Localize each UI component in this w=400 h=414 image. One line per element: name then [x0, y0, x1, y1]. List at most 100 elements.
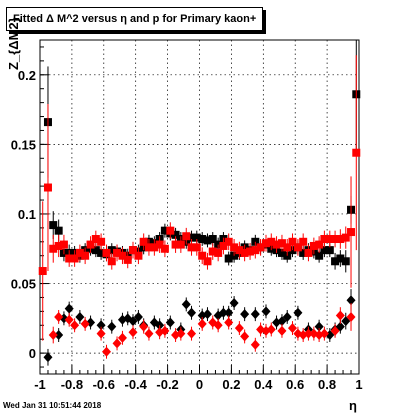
data-point-square: [187, 233, 196, 242]
data-point-diamond: [277, 325, 287, 336]
data-point-diamond: [96, 320, 106, 331]
data-point-square: [336, 254, 345, 263]
plot-title: Fitted Δ M^2 versus η and p for Primary …: [6, 7, 264, 31]
data-point-square: [155, 240, 164, 249]
data-point-square: [107, 257, 116, 266]
data-point-square: [187, 243, 196, 252]
data-point-square: [277, 239, 286, 248]
data-point-square: [208, 235, 217, 244]
data-point-square: [315, 240, 324, 249]
data-point-square: [251, 246, 260, 255]
data-point-square: [331, 235, 340, 244]
data-point-square: [272, 240, 281, 249]
data-point-diamond: [319, 328, 329, 339]
data-point-diamond: [54, 311, 64, 322]
data-point-diamond: [80, 318, 90, 329]
data-point-diamond: [346, 311, 356, 322]
data-point-diamond: [266, 324, 276, 335]
data-point-square: [320, 235, 329, 244]
data-point-diamond: [250, 339, 260, 350]
data-point-diamond: [314, 321, 324, 332]
data-point-diamond: [224, 307, 234, 318]
data-point-square: [304, 248, 313, 257]
data-point-diamond: [234, 323, 244, 334]
x-tick-label: 0.8: [318, 377, 336, 392]
data-point-square: [182, 232, 191, 241]
data-point-diamond: [70, 320, 80, 331]
x-axis-label: η: [349, 398, 357, 413]
data-point-square: [219, 241, 228, 250]
data-point-square: [208, 247, 217, 256]
data-point-diamond: [293, 307, 303, 318]
data-point-diamond: [341, 316, 351, 327]
data-point-square: [192, 243, 201, 252]
data-point-diamond: [165, 317, 175, 328]
data-point-square: [203, 257, 212, 266]
data-point-square: [86, 240, 95, 249]
y-axis-label-text: Z_{ΔM2}: [6, 17, 21, 70]
y-tick-label: 0.2: [18, 68, 36, 83]
data-point-square: [331, 257, 340, 266]
data-point-diamond: [218, 307, 228, 318]
data-point-square: [299, 237, 308, 246]
data-point-square: [160, 244, 169, 253]
data-point-square: [235, 246, 244, 255]
x-tick-label: -0.8: [61, 377, 83, 392]
data-point-diamond: [107, 321, 117, 332]
data-point-square: [320, 246, 329, 255]
data-point-square: [107, 246, 116, 255]
data-point-square: [102, 248, 111, 257]
y-tick-label: 0.1: [18, 207, 36, 222]
data-point-square: [59, 240, 68, 249]
data-point-diamond: [75, 311, 85, 322]
data-point-square: [38, 267, 47, 276]
data-point-diamond: [54, 330, 64, 341]
data-point-square: [128, 246, 137, 255]
data-point-square: [240, 248, 249, 257]
data-point-diamond: [139, 321, 149, 332]
data-point-square: [352, 148, 361, 157]
data-point-square: [230, 243, 239, 252]
y-tick-label: 0.05: [11, 277, 36, 292]
data-point-diamond: [102, 346, 112, 357]
data-point-square: [171, 230, 180, 239]
data-point-square: [171, 240, 180, 249]
data-point-square: [214, 248, 223, 257]
data-point-square: [336, 235, 345, 244]
data-point-square: [134, 251, 143, 260]
data-point-diamond: [277, 316, 287, 327]
data-point-square: [150, 243, 159, 252]
data-point-square: [224, 237, 233, 246]
data-point-diamond: [330, 325, 340, 336]
data-point-square: [123, 255, 132, 264]
data-point-square: [288, 237, 297, 246]
data-point-diamond: [181, 299, 191, 310]
x-tick-label: 0.6: [286, 377, 304, 392]
x-tick-label: -0.6: [93, 377, 115, 392]
data-point-square: [347, 228, 356, 237]
data-point-diamond: [202, 309, 212, 320]
data-point-diamond: [335, 310, 345, 321]
y-tick-label: 0: [29, 346, 36, 361]
data-point-square: [113, 248, 122, 257]
data-point-diamond: [133, 311, 143, 322]
y-axis-label: Z_{ΔM2}: [6, 17, 21, 70]
data-point-diamond: [282, 311, 292, 322]
timestamp: Wed Jan 31 10:51:44 2018: [3, 401, 102, 410]
data-point-diamond: [197, 318, 207, 329]
x-tick-label: 0.2: [222, 377, 240, 392]
data-point-square: [299, 248, 308, 257]
data-point-diamond: [96, 328, 106, 339]
data-point-diamond: [229, 298, 239, 309]
data-point-diamond: [250, 309, 260, 320]
data-point-square: [166, 226, 175, 235]
data-point-square: [341, 257, 350, 266]
data-point-diamond: [117, 332, 127, 343]
data-point-diamond: [187, 328, 197, 339]
data-point-square: [246, 247, 255, 256]
data-point-square: [65, 254, 74, 263]
data-point-square: [139, 237, 148, 246]
data-point-diamond: [128, 327, 138, 338]
plot-frame: [39, 39, 360, 375]
